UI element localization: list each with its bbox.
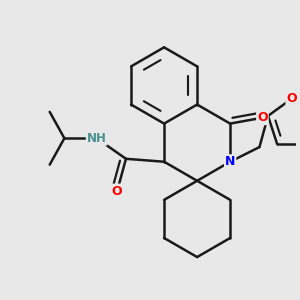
Text: NH: NH — [87, 132, 106, 145]
Text: O: O — [112, 184, 122, 198]
Text: O: O — [257, 111, 268, 124]
Text: N: N — [225, 155, 235, 168]
Text: O: O — [286, 92, 297, 105]
